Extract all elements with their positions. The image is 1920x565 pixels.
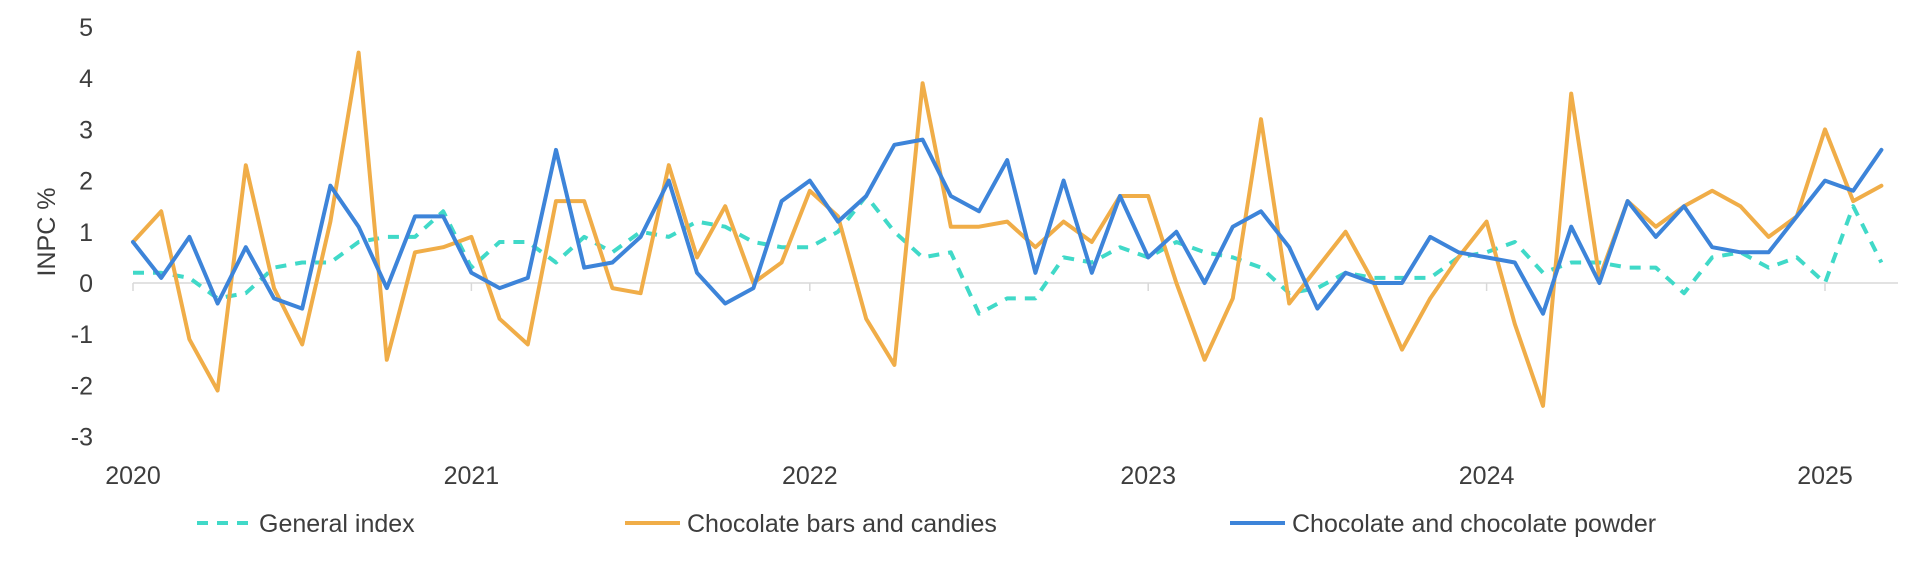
- x-axis-ticks: 2020 2021 2022 2023 2024 2025: [105, 283, 1853, 490]
- y-tick-label: 2: [79, 168, 93, 196]
- legend: General index Chocolate bars and candies C…: [197, 510, 1656, 538]
- y-tick-label: 5: [79, 14, 93, 42]
- x-tick-label: 2025: [1797, 462, 1853, 490]
- y-tick-label: -2: [71, 372, 93, 400]
- series-lines: [131, 50, 1884, 408]
- y-tick-label: 3: [79, 116, 93, 144]
- y-tick-label: 4: [79, 65, 93, 93]
- series-line-1: [131, 50, 1884, 408]
- legend-label-1: Chocolate bars and candies: [687, 510, 997, 538]
- x-tick-label: 2020: [105, 462, 161, 490]
- y-tick-label: -1: [71, 321, 93, 349]
- x-tick-label: 2024: [1459, 462, 1515, 490]
- y-tick-label: 1: [79, 219, 93, 247]
- y-axis-title: INPC %: [33, 188, 61, 277]
- y-tick-label: -3: [71, 424, 93, 452]
- x-tick-label: 2021: [444, 462, 500, 490]
- x-tick-label: 2023: [1120, 462, 1176, 490]
- y-tick-label: 0: [79, 270, 93, 298]
- x-tick-label: 2022: [782, 462, 838, 490]
- legend-label-2: Chocolate and chocolate powder: [1292, 510, 1656, 538]
- legend-label-0: General index: [259, 510, 415, 538]
- y-axis-ticks: 5 4 3 2 1 0 -1 -2 -3: [71, 14, 93, 452]
- series-line-0: [133, 194, 1884, 316]
- series-line-2: [131, 137, 1884, 316]
